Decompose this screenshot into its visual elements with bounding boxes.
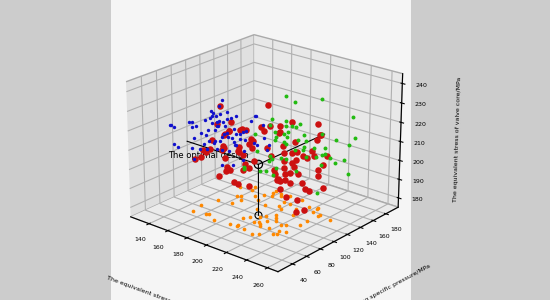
Y-axis label: The sealing specific pressure/MPa: The sealing specific pressure/MPa bbox=[336, 263, 431, 300]
X-axis label: The equivalent stress of valve core/MPa: The equivalent stress of valve core/MPa bbox=[106, 275, 224, 300]
